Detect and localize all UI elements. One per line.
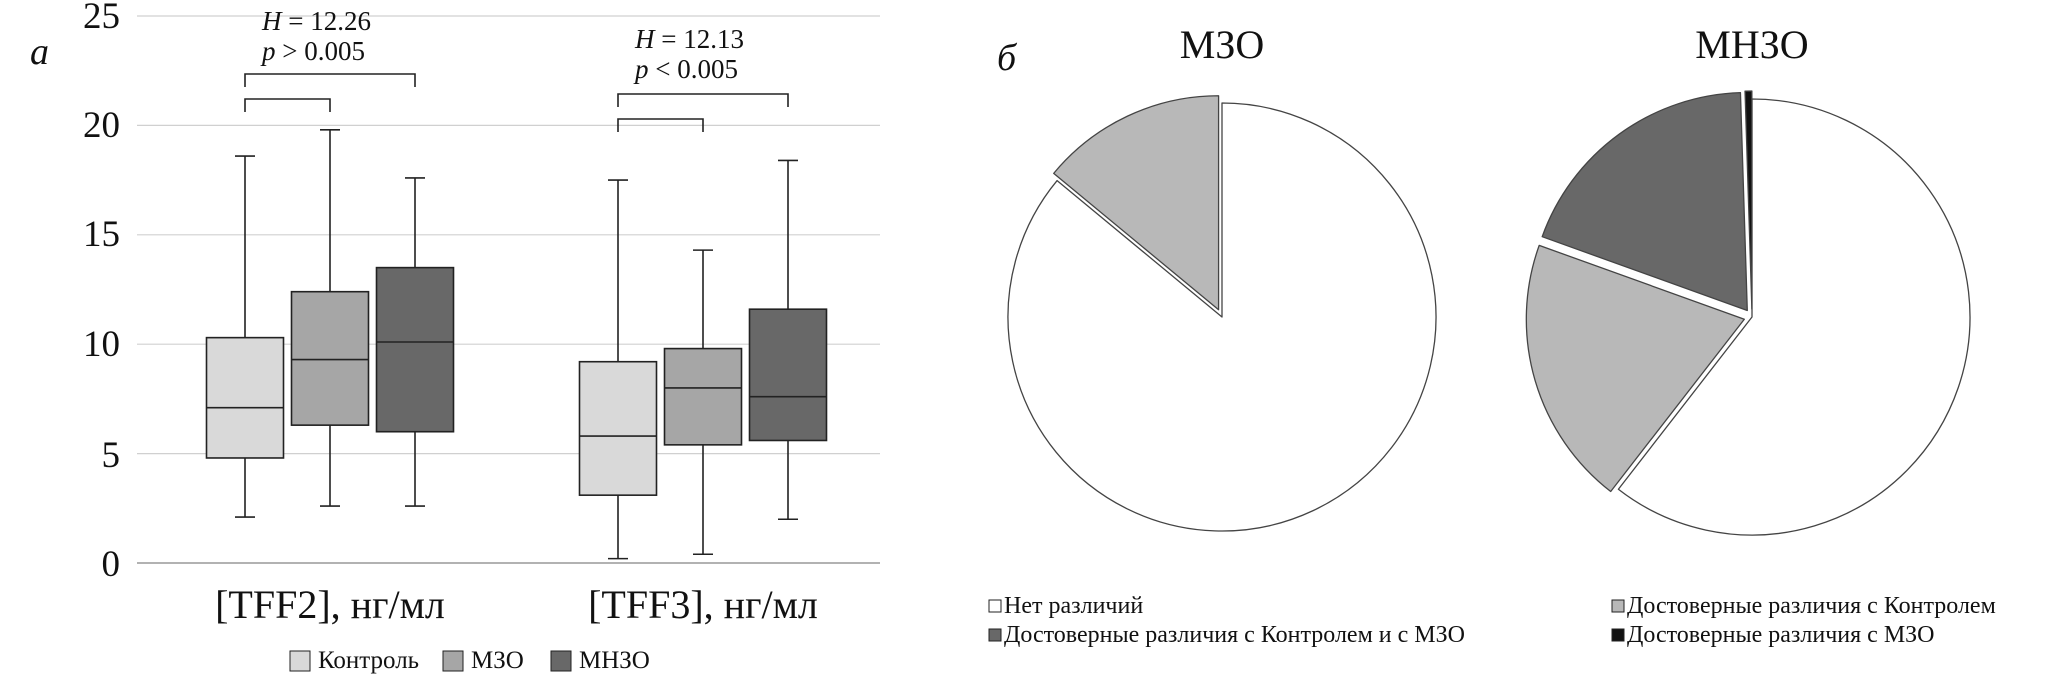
- pie-slice: [1525, 244, 1745, 493]
- y-tick-label: 20: [83, 105, 120, 146]
- y-tick-label: 0: [102, 544, 121, 585]
- legend-swatch-mnzo: [550, 650, 572, 672]
- box-control-0: [205, 155, 285, 518]
- box-body: [375, 266, 455, 433]
- boxplot-panel: а 0 5 10 15 20 25 H = 12.26 p > 0.005 H …: [30, 0, 880, 674]
- legend-swatch-mzo: [442, 650, 464, 672]
- y-tick-label: 15: [83, 214, 120, 255]
- boxplot-legend: Контроль МЗО МНЗО: [289, 647, 650, 674]
- box-mnzo-1: [748, 159, 828, 521]
- pie-legend: Нет различий Достоверные различия с Конт…: [988, 593, 1996, 648]
- x-category-label: [TFF2], нг/мл: [215, 582, 445, 627]
- panel-label-a: а: [30, 31, 49, 73]
- legend-label: Контроль: [318, 647, 419, 674]
- p-value-tff2: p > 0.005: [260, 36, 365, 66]
- y-tick-label: 25: [83, 0, 120, 37]
- box-mzo-0: [290, 128, 370, 507]
- gridlines: [137, 15, 880, 564]
- box-body: [578, 360, 658, 496]
- x-category-label: [TFF3], нг/мл: [588, 582, 818, 627]
- pie-title-mzo: МЗО: [1180, 22, 1265, 67]
- pie-slice: [1744, 90, 1753, 310]
- pie-panel: б МЗО МНЗО Нет различий Достоверные разл…: [988, 22, 1996, 648]
- y-axis-tick-labels: 0 5 10 15 20 25: [83, 0, 120, 585]
- significance-bracket: [617, 118, 704, 132]
- legend-label: Достоверные различия с Контролем: [1627, 593, 1996, 619]
- pie-title-mnzo: МНЗО: [1695, 22, 1808, 67]
- significance-bracket: [244, 73, 416, 87]
- legend-swatch-no-diff: [988, 599, 1002, 613]
- legend-swatch-control: [289, 650, 311, 672]
- legend-label: Нет различий: [1004, 593, 1143, 619]
- box-series: [205, 128, 828, 560]
- stat-annotation-tff2: H = 12.26 p > 0.005: [260, 6, 371, 66]
- legend-swatch-diff-control: [1611, 599, 1625, 613]
- legend-label: МЗО: [471, 647, 524, 674]
- pie-mnzo: [1525, 90, 1971, 536]
- pie-slice: [1007, 102, 1437, 532]
- p-value-tff3: p < 0.005: [633, 54, 738, 84]
- legend-label: Достоверные различия с Контролем и с МЗО: [1004, 622, 1465, 648]
- box-body: [290, 290, 370, 426]
- pie-slice: [1617, 98, 1971, 536]
- legend-label: МНЗО: [579, 647, 650, 674]
- pie-slice: [1541, 91, 1748, 312]
- box-mzo-1: [663, 249, 743, 556]
- significance-bracket: [617, 93, 789, 107]
- significance-brackets: [244, 73, 789, 132]
- h-stat-tff3: H = 12.13: [634, 24, 744, 54]
- panel-label-b: б: [997, 37, 1018, 79]
- pie-slice: [1053, 95, 1220, 311]
- box-control-1: [578, 179, 658, 560]
- stat-annotation-tff3: H = 12.13 p < 0.005: [633, 24, 744, 84]
- significance-bracket: [244, 98, 331, 112]
- y-tick-label: 5: [102, 435, 121, 476]
- pie-mzo: [1007, 95, 1437, 532]
- legend-swatch-diff-both: [988, 628, 1002, 642]
- legend-swatch-diff-mzo: [1611, 628, 1625, 642]
- legend-label: Достоверные различия с МЗО: [1627, 622, 1935, 648]
- h-stat-tff2: H = 12.26: [261, 6, 371, 36]
- y-tick-label: 10: [83, 324, 120, 365]
- box-mnzo-0: [375, 177, 455, 507]
- box-body: [748, 308, 828, 442]
- box-body: [205, 336, 285, 459]
- box-body: [663, 347, 743, 446]
